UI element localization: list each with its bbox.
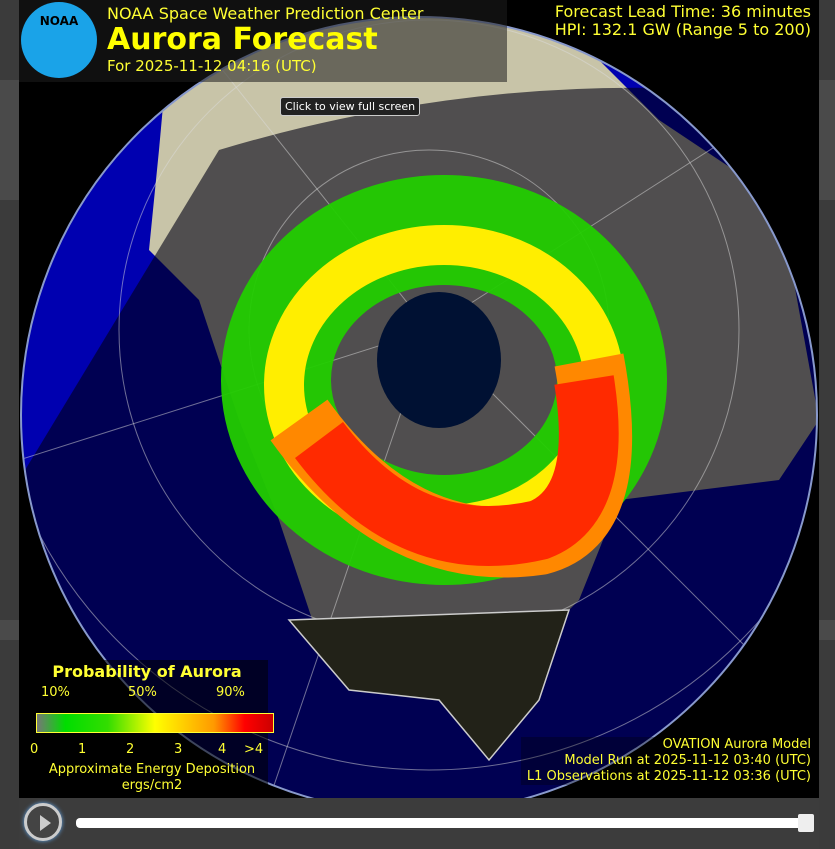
tick: 3 [174,742,183,757]
unit-label: ergs/cm2 [121,778,183,793]
tick: 0 [30,742,39,757]
header-panel [19,0,507,82]
tick: 1 [78,742,87,757]
unit-label: Approximate Energy Deposition [48,762,256,777]
slider-thumb[interactable] [798,814,814,832]
forecast-time: For 2025-11-12 04:16 (UTC) [107,57,317,75]
noaa-logo: NOAA [21,2,97,78]
model-info: OVATION Aurora Model Model Run at 2025-1… [520,737,811,785]
l1-observations: L1 Observations at 2025-11-12 03:36 (UTC… [526,769,811,784]
legend-ticks: 0 1 2 3 4 >4 [26,742,276,758]
aurora-oval-red [295,375,619,566]
aurora-map[interactable]: NOAA NOAA Space Weather Prediction Cente… [19,0,819,798]
model-run: Model Run at 2025-11-12 03:40 (UTC) [564,753,811,768]
fullscreen-tooltip: Click to view full screen [280,97,421,116]
page-title: Aurora Forecast [107,22,378,57]
hpi: HPI: 132.1 GW (Range 5 to 200) [554,20,811,39]
polar-cap [377,292,501,428]
tick: >4 [244,742,264,757]
color-scale [36,713,274,733]
play-icon[interactable] [24,803,62,841]
org-name: NOAA Space Weather Prediction Center [107,4,424,23]
percent-label: 90% [216,685,245,700]
percent-label: 50% [128,685,157,700]
percent-label: 10% [41,685,70,700]
forecast-info: Forecast Lead Time: 36 minutes HPI: 132.… [555,3,811,39]
globe [20,16,818,798]
legend-title: Probability of Aurora [52,662,242,681]
logo-text: NOAA [39,14,79,28]
tick: 4 [218,742,227,757]
north-america-south [287,609,571,762]
animation-controls [19,798,819,849]
model-name: OVATION Aurora Model [662,737,811,752]
legend: Probability of Aurora 10% 50% 90% 0 1 2 … [26,660,274,794]
time-slider[interactable] [76,814,814,832]
tick: 2 [126,742,135,757]
legend-percents: 10% 50% 90% [26,685,268,705]
aurora-viewer: NOAA NOAA Space Weather Prediction Cente… [19,0,819,849]
lead-time: Forecast Lead Time: 36 minutes [554,2,811,21]
